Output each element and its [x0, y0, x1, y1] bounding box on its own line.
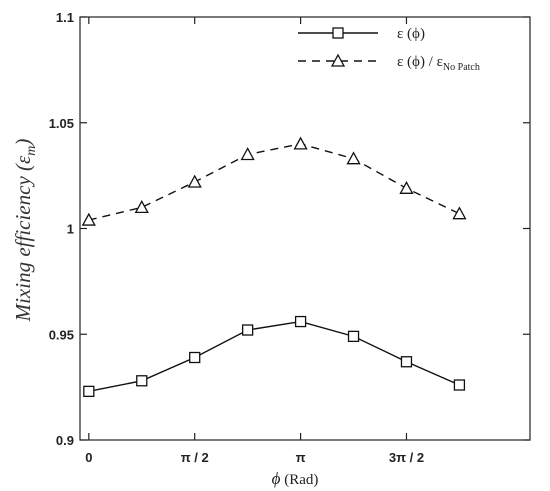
y-axis-title: Mixing efficiency (εm): [11, 139, 39, 323]
data-point-square: [189, 351, 201, 364]
data-point-square: [83, 385, 95, 398]
data-point-square: [136, 375, 148, 387]
y-tick-label: 0.9: [56, 433, 74, 448]
series-line: [88, 143, 460, 221]
x-tick-label: π: [296, 450, 306, 465]
x-tick-label: 0: [85, 450, 92, 465]
data-point-triangle: [346, 151, 361, 165]
legend-label-series-2: ε (ϕ) / εNo Patch: [397, 54, 480, 73]
legend-marker-series-1: [332, 27, 344, 39]
series-1: [83, 315, 466, 398]
data-point-triangle: [399, 180, 414, 194]
data-point-triangle: [452, 206, 467, 220]
data-point-square: [241, 324, 254, 336]
series-line: [88, 320, 460, 393]
x-tick-label: π / 2: [181, 450, 209, 465]
data-point-square: [294, 315, 307, 328]
y-tick-label: 1.1: [56, 10, 74, 25]
data-point-square: [347, 330, 360, 343]
x-axis-title: ϕ (Rad): [272, 469, 319, 488]
series-layer: [81, 136, 467, 398]
legend-marker-series-2: [330, 53, 346, 67]
legend-label-series-1: ε (ϕ): [397, 26, 425, 42]
y-axis-ticks: 0.9 0.95 1 1.05 1.1: [49, 10, 530, 448]
data-point-triangle: [187, 174, 202, 188]
legend-label-series-2-subscript: No Patch: [443, 62, 480, 73]
y-tick-label: 1: [67, 222, 74, 237]
data-point-triangle: [81, 212, 96, 226]
series-2: [81, 136, 467, 226]
data-point-triangle: [134, 199, 149, 214]
data-point-square: [400, 356, 413, 368]
y-tick-label: 1.05: [49, 116, 74, 131]
y-tick-label: 0.95: [49, 327, 74, 342]
legend: ε (ϕ) ε (ϕ) / εNo Patch: [298, 26, 480, 73]
data-point-triangle: [240, 147, 255, 161]
plot-frame: [79, 16, 531, 441]
data-point-triangle: [293, 136, 308, 150]
data-point-square: [453, 379, 466, 391]
x-axis-unit: (Rad): [280, 472, 318, 488]
x-axis-ticks: 0 π / 2 π 3π / 2: [85, 17, 424, 465]
x-tick-label: 3π / 2: [389, 450, 424, 465]
x-axis-symbol: ϕ: [272, 469, 281, 488]
y-axis-title-close: ): [11, 139, 35, 147]
y-axis-title-subscript: m: [24, 146, 39, 156]
